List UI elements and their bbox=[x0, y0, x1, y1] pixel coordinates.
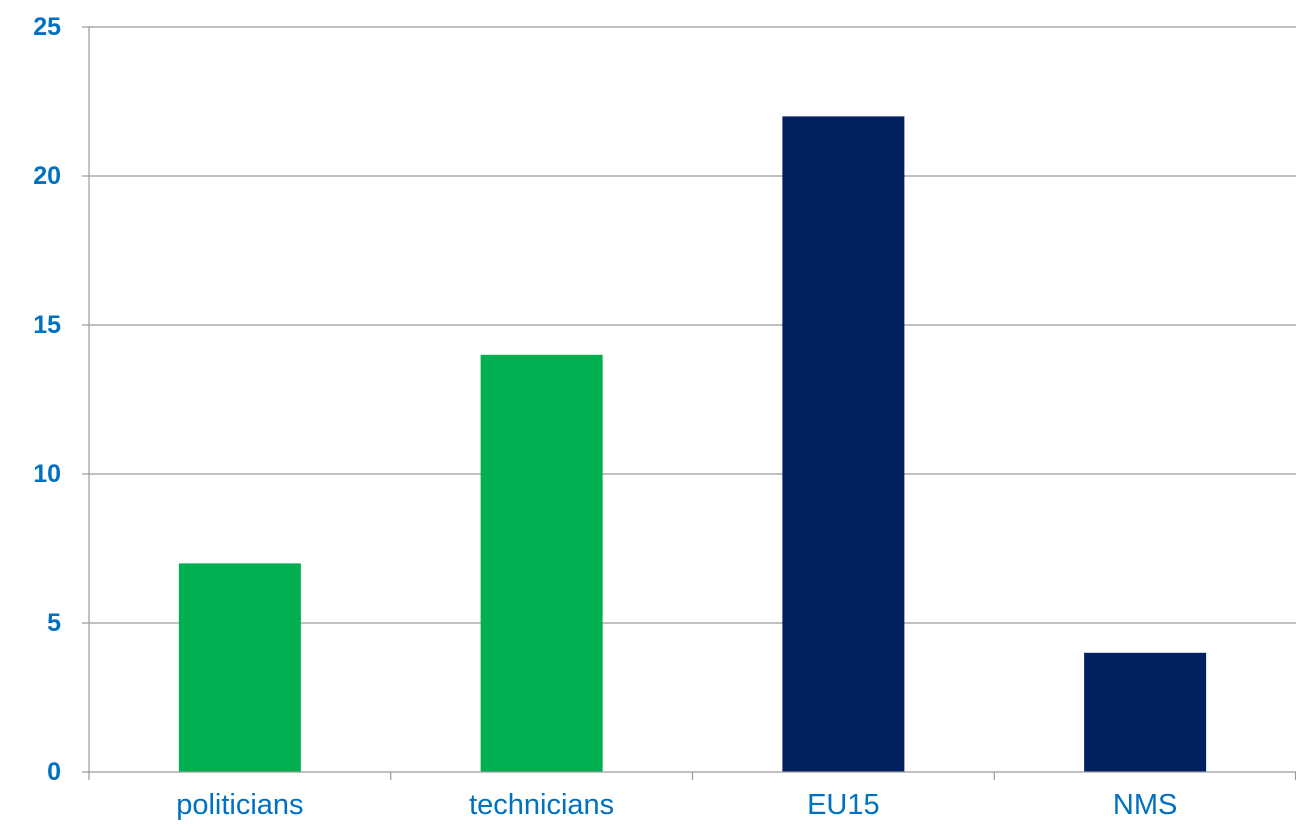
y-tick-label: 25 bbox=[33, 13, 61, 41]
bar-politicians bbox=[178, 563, 301, 772]
tick-labels: 0 5 10 15 20 25 politicians technicians EU15 NMS bbox=[33, 13, 1177, 821]
x-tick-label: technicians bbox=[469, 789, 614, 821]
bar-technicians bbox=[480, 354, 603, 772]
x-tick-label: EU15 bbox=[807, 789, 880, 821]
axes bbox=[82, 26, 1296, 780]
x-tick-label: politicians bbox=[176, 789, 303, 821]
y-tick-label: 20 bbox=[33, 162, 61, 190]
y-tick-label: 15 bbox=[33, 311, 61, 339]
bar-nms bbox=[1084, 652, 1207, 772]
y-tick-label: 10 bbox=[33, 460, 61, 488]
x-tick-label: NMS bbox=[1113, 789, 1177, 821]
y-tick-label: 5 bbox=[47, 609, 61, 637]
gridlines bbox=[89, 26, 1296, 624]
y-tick-label: 0 bbox=[47, 758, 61, 786]
bars bbox=[178, 116, 1207, 772]
bar-eu15 bbox=[782, 116, 905, 772]
